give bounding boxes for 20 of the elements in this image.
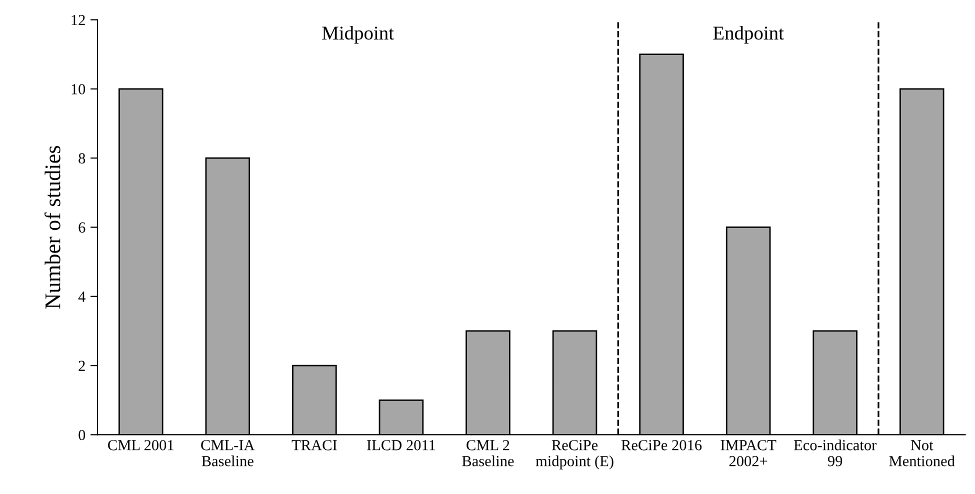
x-tick-label: CML 2 Baseline	[462, 440, 514, 466]
y-axis-title: Number of studies	[44, 146, 60, 309]
x-tick-label: ReCiPe 2016	[621, 440, 702, 450]
y-tick-label: 10	[72, 84, 86, 94]
x-tick-label: Not Mentioned	[889, 440, 955, 466]
y-tick-label: 4	[78, 292, 86, 302]
annotation: Midpoint	[322, 26, 394, 44]
y-tick-label: 8	[78, 153, 86, 164]
x-tick-label: TRACI	[292, 440, 337, 450]
x-tick-label: CML 2001	[108, 440, 174, 450]
x-tick-label: ILCD 2011	[367, 440, 436, 450]
y-tick-label: 6	[78, 222, 86, 233]
x-tick-label: IMPACT 2002+	[720, 440, 776, 466]
y-tick-label: 0	[78, 430, 86, 440]
y-tick-label: 12	[72, 14, 85, 26]
y-tick-label: 2	[78, 360, 85, 371]
annotation: Endpoint	[713, 26, 784, 44]
x-tick-label: Eco-indicator 99	[794, 440, 877, 466]
x-tick-label: CML-IA Baseline	[201, 440, 255, 466]
x-tick-label: ReCiPe midpoint (E)	[536, 440, 614, 470]
